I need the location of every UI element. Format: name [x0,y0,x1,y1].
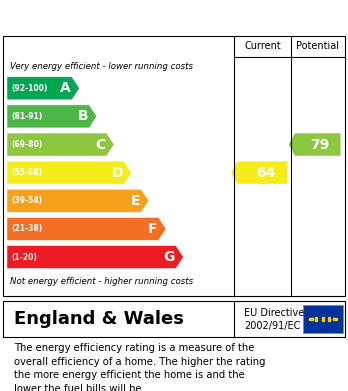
Text: (81-91): (81-91) [11,112,42,121]
Polygon shape [7,133,114,156]
Text: EU Directive: EU Directive [244,308,304,318]
Text: B: B [78,109,88,124]
Text: (55-68): (55-68) [11,168,42,177]
Text: Very energy efficient - lower running costs: Very energy efficient - lower running co… [10,62,193,71]
Text: D: D [111,166,123,179]
Bar [303,305,343,333]
Text: 2002/91/EC: 2002/91/EC [244,321,301,331]
Text: Potential: Potential [296,41,339,51]
Text: Energy Efficiency Rating: Energy Efficiency Rating [14,7,243,25]
Polygon shape [289,133,340,156]
Text: A: A [60,81,71,95]
Text: C: C [95,138,105,152]
Text: (21-38): (21-38) [11,224,42,233]
Text: Not energy efficient - higher running costs: Not energy efficient - higher running co… [10,277,193,286]
Polygon shape [7,77,80,100]
Text: F: F [148,222,157,236]
Polygon shape [231,161,287,184]
Text: 64: 64 [256,166,276,179]
Polygon shape [7,246,183,269]
Text: (69-80): (69-80) [11,140,42,149]
Polygon shape [7,217,166,240]
Text: (39-54): (39-54) [11,196,42,205]
Text: England & Wales: England & Wales [14,310,184,328]
Text: E: E [130,194,140,208]
Polygon shape [7,161,132,184]
Text: G: G [163,250,175,264]
Text: Current: Current [244,41,281,51]
Text: The energy efficiency rating is a measure of the
overall efficiency of a home. T: The energy efficiency rating is a measur… [14,343,266,391]
Text: 79: 79 [310,138,329,152]
Text: (1-20): (1-20) [11,253,37,262]
Polygon shape [7,105,97,128]
Polygon shape [7,189,149,212]
Text: (92-100): (92-100) [11,84,48,93]
